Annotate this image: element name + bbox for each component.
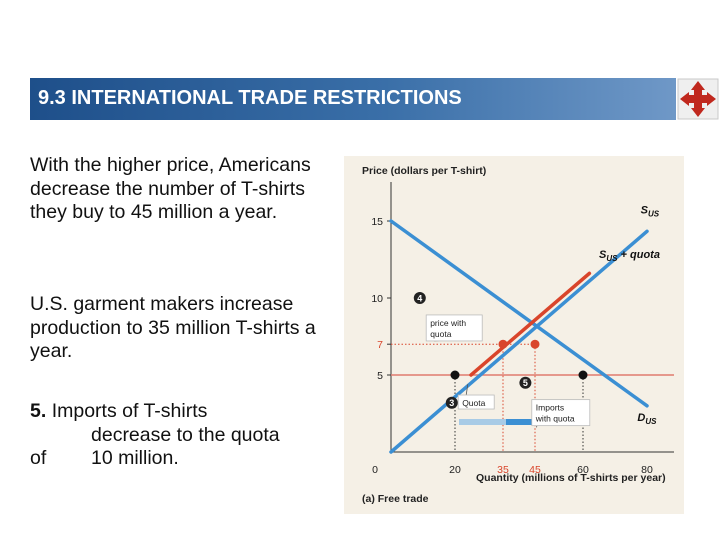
y-tick-label: 10 <box>371 293 383 305</box>
y-tick-label: 15 <box>371 216 383 228</box>
annotation-text: price with <box>430 318 466 328</box>
annotation-number: 4 <box>417 294 422 304</box>
annotation-badge <box>445 396 458 409</box>
data-point <box>450 370 460 380</box>
x-axis-label: Quantity (millions of T-shirts per year) <box>476 472 666 484</box>
x-tick-label: 35 <box>497 464 509 476</box>
annotation-badge <box>413 292 426 304</box>
y-tick-label: 7 <box>377 339 383 351</box>
data-point <box>530 339 540 349</box>
paragraph-demand: With the higher price, Americans decreas… <box>30 154 311 223</box>
chart-caption: (a) Free trade <box>362 493 429 505</box>
four-way-arrows-icon[interactable] <box>677 78 719 120</box>
series-label: SUS <box>641 204 660 218</box>
paragraph-of: of <box>30 447 47 469</box>
annotation-number: 3 <box>449 398 454 408</box>
annotation-number: 5 <box>523 378 528 388</box>
x-tick-label: 80 <box>641 464 653 476</box>
paragraph-imports: 5. Imports of T-shirts decrease to the q… <box>30 400 330 471</box>
data-point <box>498 339 508 349</box>
title-bar: 9.3 INTERNATIONAL TRADE RESTRICTIONS <box>30 78 676 120</box>
step-number: 5. <box>30 400 47 422</box>
x-tick-label: 60 <box>577 464 589 476</box>
chart-panel: Price (dollars per T-shirt) Quantity (mi… <box>344 156 684 514</box>
paragraph-line-3: 10 million. <box>91 447 179 469</box>
y-tick-label: 5 <box>377 370 383 382</box>
annotation-leader <box>465 384 469 396</box>
paragraph-line-2: decrease to the quota <box>91 423 280 446</box>
annotation-text: quota <box>430 329 452 339</box>
annotation-box <box>457 394 495 410</box>
annotation-text: Imports <box>536 403 564 413</box>
series-label: SUS + quota <box>599 249 660 263</box>
paragraph-production: U.S. garment makers increase production … <box>30 293 316 362</box>
series-label: DUS <box>637 412 657 426</box>
annotation-box <box>425 314 483 342</box>
x-tick-label: 45 <box>529 464 541 476</box>
slide-title: 9.3 INTERNATIONAL TRADE RESTRICTIONS <box>38 87 462 109</box>
series-line <box>389 219 649 408</box>
data-point <box>578 370 588 380</box>
x-tick-label: 20 <box>449 464 461 476</box>
series-line <box>469 271 592 377</box>
paragraph-line-1: Imports of T-shirts <box>51 400 208 422</box>
annotation-box <box>531 399 591 427</box>
x-tick-label: 0 <box>372 464 378 476</box>
series-line <box>389 229 649 454</box>
annotation-text: with quota <box>535 414 575 424</box>
y-axis-label: Price (dollars per T-shirt) <box>362 165 486 177</box>
trade-chart: Price (dollars per T-shirt) Quantity (mi… <box>362 165 674 505</box>
annotation-badge <box>519 376 532 389</box>
annotation-text: Quota <box>462 398 485 408</box>
